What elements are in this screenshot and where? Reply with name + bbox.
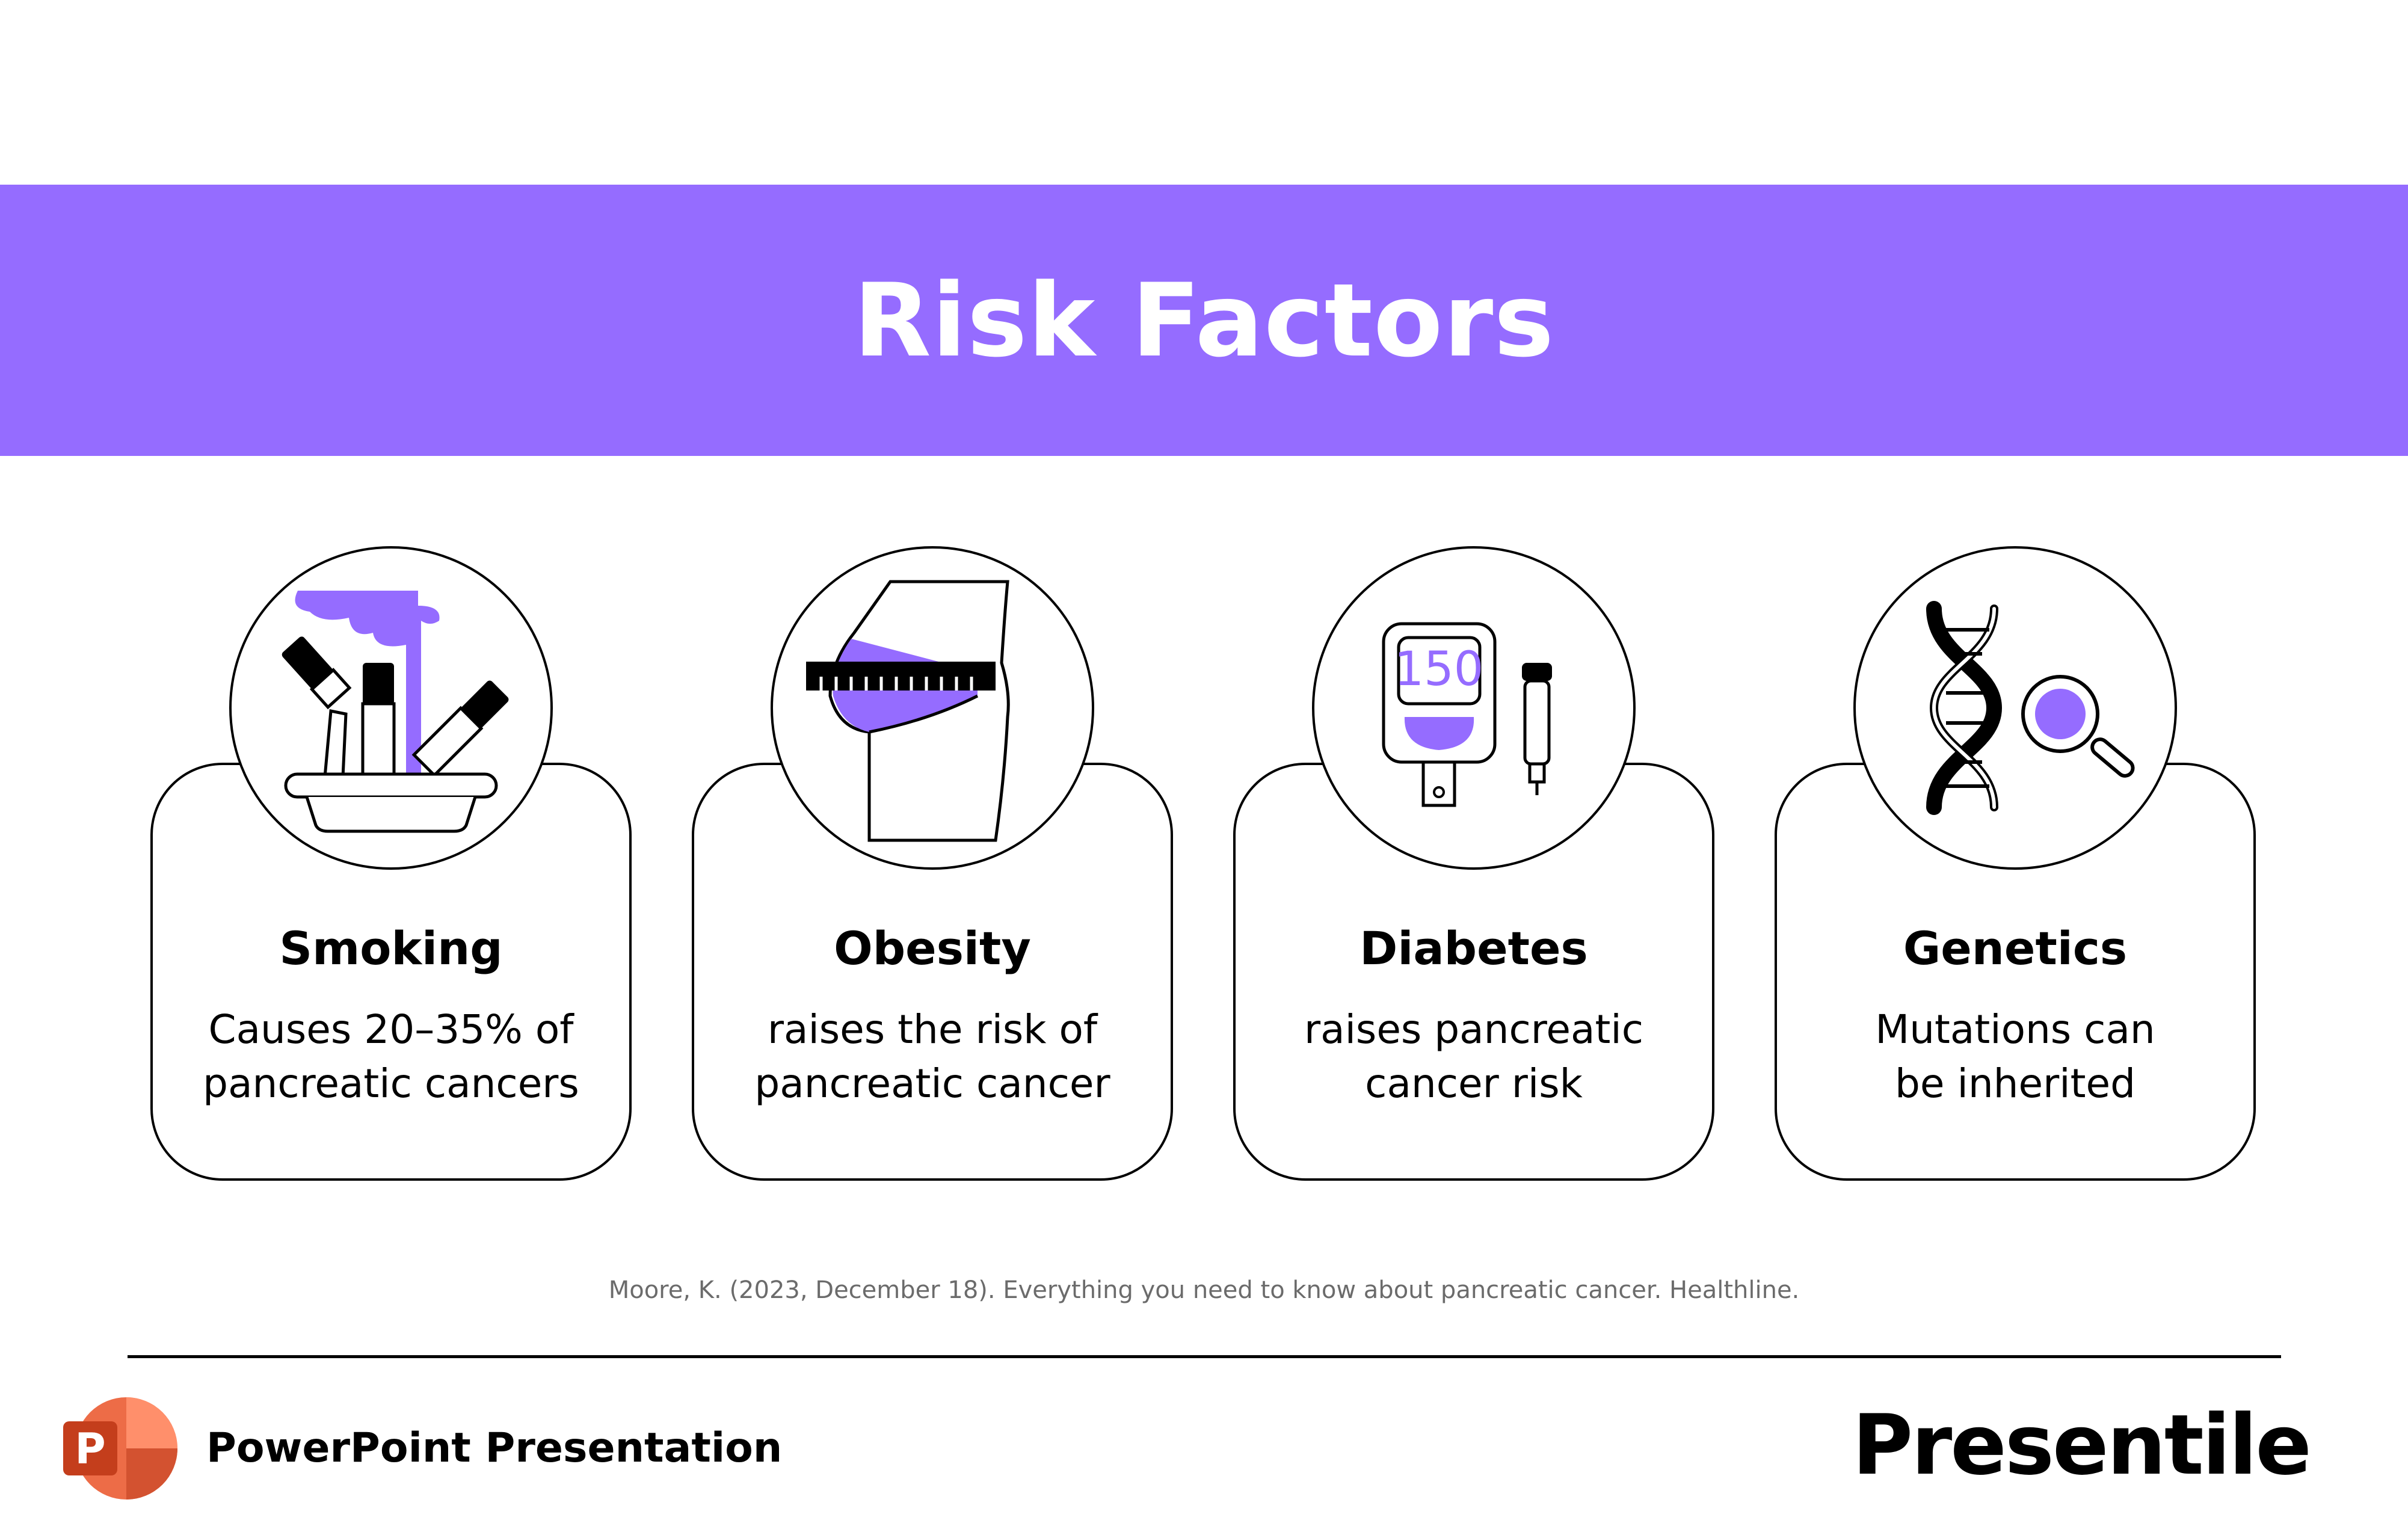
slide-title: Risk Factors: [853, 261, 1555, 380]
glucose-meter-icon: 150: [1382, 622, 1552, 807]
card-title: Obesity: [834, 921, 1031, 975]
card-description: Causes 20–35% of pancreatic cancers: [171, 1003, 611, 1111]
powerpoint-logo-letter: P: [75, 1424, 105, 1474]
card-description: raises the risk of pancreatic cancer: [712, 1003, 1153, 1111]
smoking-icon: [282, 591, 509, 833]
card-title: Smoking: [279, 921, 503, 975]
card-desc-line: raises pancreatic: [1304, 1006, 1643, 1053]
card-desc-line: Mutations can: [1875, 1006, 2155, 1053]
card-desc-line: be inherited: [1895, 1060, 2135, 1107]
card-desc-line: pancreatic cancer: [754, 1060, 1110, 1107]
genetics-icon-circle: [1853, 546, 2177, 870]
footer-label: PowerPoint Presentation: [206, 1424, 783, 1472]
meter-reading: 150: [1394, 642, 1484, 697]
dna-icon: [1926, 601, 2135, 815]
smoking-icon-circle: [229, 546, 553, 870]
citation: Moore, K. (2023, December 18). Everythin…: [608, 1276, 1800, 1304]
diabetes-icon-circle: 150: [1312, 546, 1636, 870]
card-desc-line: raises the risk of: [767, 1006, 1098, 1053]
brand-logo: Presentile: [1852, 1397, 2312, 1493]
powerpoint-logo-icon: P: [63, 1397, 177, 1500]
card-description: Mutations can be inherited: [1795, 1003, 2235, 1111]
footer-divider: [128, 1355, 2281, 1358]
obesity-icon: [806, 580, 1010, 842]
obesity-icon-circle: [771, 546, 1094, 870]
card-desc-line: cancer risk: [1365, 1060, 1583, 1107]
card-desc-line: pancreatic cancers: [203, 1060, 579, 1107]
card-desc-line: Causes 20–35% of: [208, 1006, 574, 1053]
card-description: raises pancreatic cancer risk: [1254, 1003, 1694, 1111]
title-banner: Risk Factors: [0, 185, 2408, 456]
card-title: Diabetes: [1360, 921, 1588, 975]
card-title: Genetics: [1903, 921, 2128, 975]
